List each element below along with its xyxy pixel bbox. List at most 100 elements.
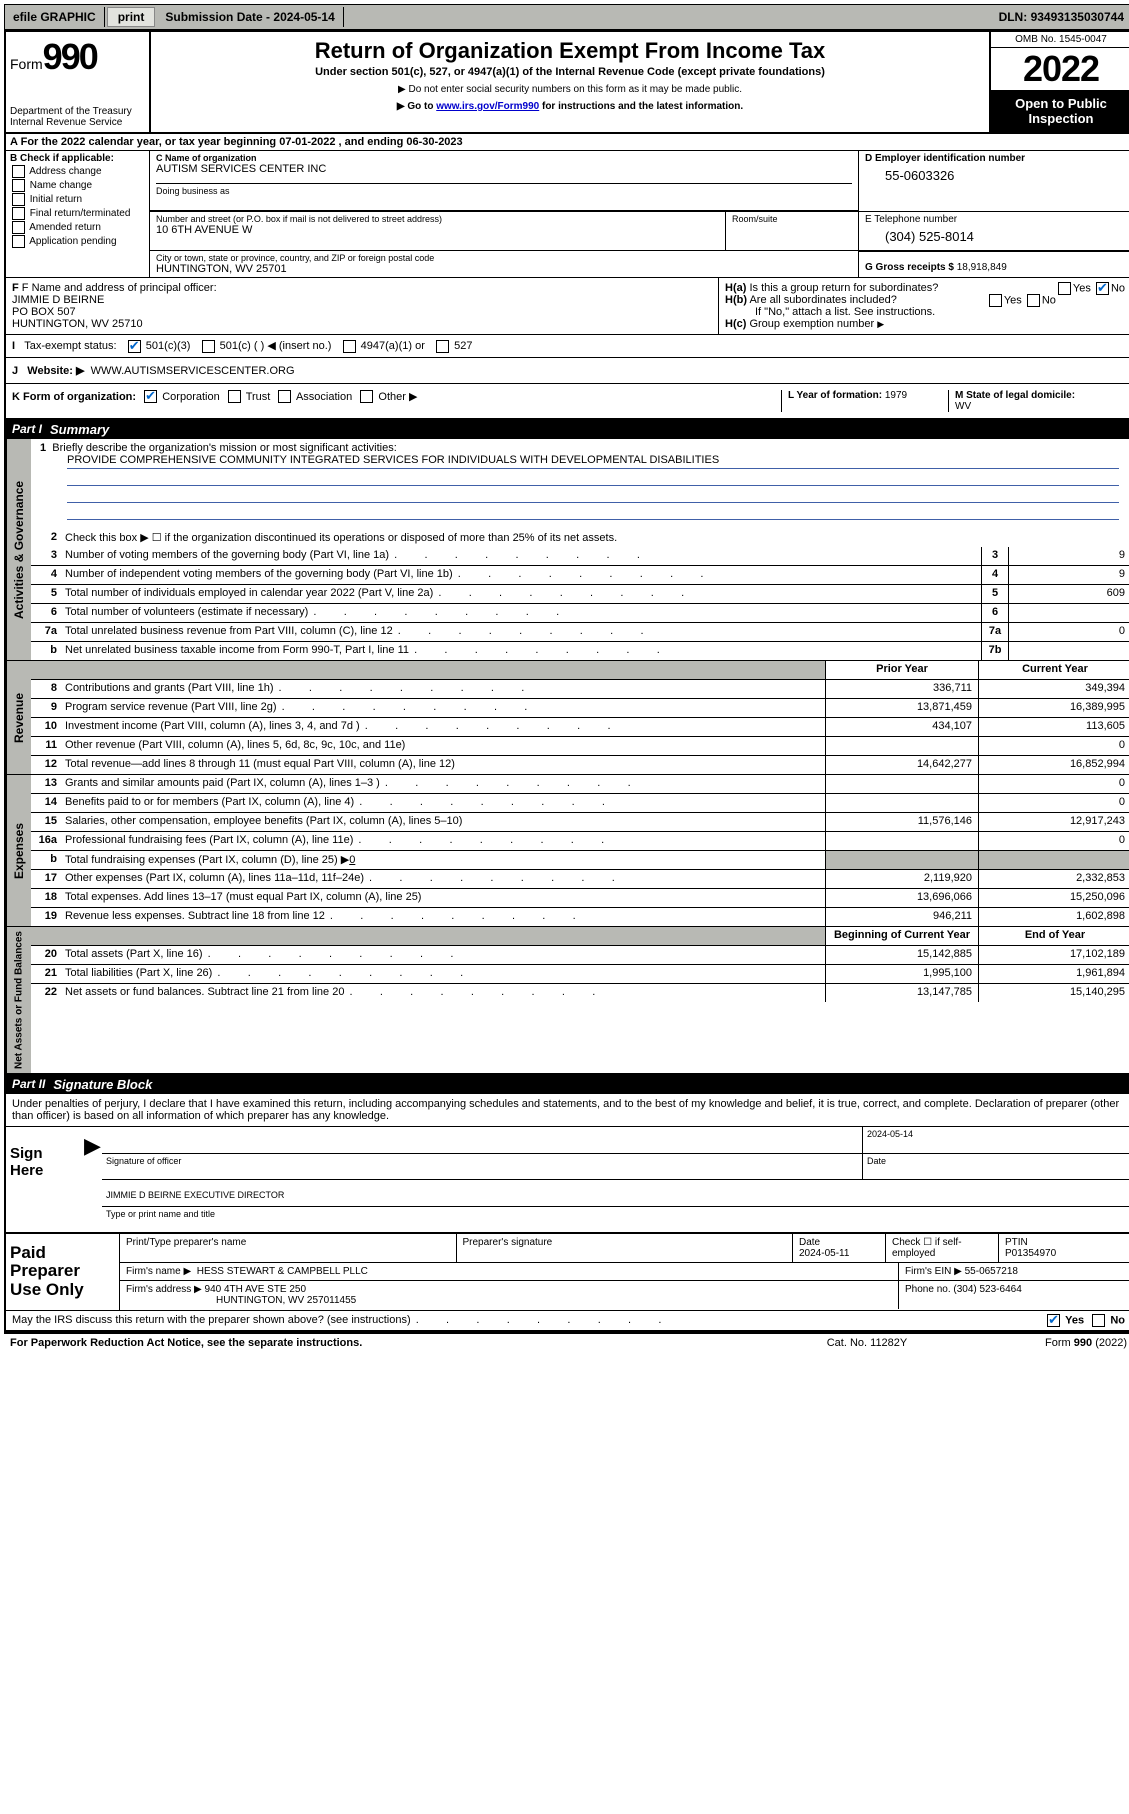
dln-label: DLN: bbox=[999, 10, 1031, 24]
col-beginning: Beginning of Current Year bbox=[825, 927, 978, 945]
line-7a: Total unrelated business revenue from Pa… bbox=[61, 623, 981, 641]
website-label: Website: ▶ bbox=[27, 365, 84, 377]
firm-phone-row: Phone no. (304) 523-6464 bbox=[899, 1281, 1129, 1309]
dept-irs: Internal Revenue Service bbox=[10, 117, 145, 128]
print-button[interactable]: print bbox=[107, 7, 156, 27]
goto-suffix: for instructions and the latest informat… bbox=[539, 101, 743, 112]
ssn-warning: ▶ Do not enter social security numbers o… bbox=[157, 84, 983, 95]
perjury-declaration: Under penalties of perjury, I declare th… bbox=[6, 1094, 1129, 1127]
type-name-label: Type or print name and title bbox=[102, 1206, 1129, 1232]
line-15: Salaries, other compensation, employee b… bbox=[61, 813, 825, 831]
ha-no[interactable] bbox=[1096, 282, 1109, 295]
instructions-link[interactable]: www.irs.gov/Form990 bbox=[436, 101, 539, 112]
form-container: Form990 Department of the Treasury Inter… bbox=[4, 30, 1129, 1334]
prep-self-employed[interactable]: Check ☐ if self-employed bbox=[886, 1234, 999, 1262]
box-e: E Telephone number (304) 525-8014 bbox=[858, 212, 1129, 250]
line-14: Benefits paid to or for members (Part IX… bbox=[61, 794, 825, 812]
cur-21: 1,961,894 bbox=[978, 965, 1129, 983]
chk-initial-return[interactable]: Initial return bbox=[10, 193, 145, 206]
box-b-header: B Check if applicable: bbox=[10, 153, 145, 164]
chk-4947[interactable] bbox=[343, 340, 356, 353]
discuss-yes[interactable] bbox=[1047, 1314, 1060, 1327]
year-formation-label: L Year of formation: bbox=[788, 390, 885, 401]
domicile-value: WV bbox=[955, 401, 971, 412]
block-revenue: Revenue Prior YearCurrent Year 8Contribu… bbox=[6, 661, 1129, 775]
ein-label: D Employer identification number bbox=[865, 153, 1125, 164]
side-revenue: Revenue bbox=[6, 661, 31, 774]
hb-no[interactable] bbox=[1027, 294, 1040, 307]
line-16b: Total fundraising expenses (Part IX, col… bbox=[61, 851, 825, 869]
prep-sig-label: Preparer's signature bbox=[457, 1234, 794, 1262]
chk-501c[interactable] bbox=[202, 340, 215, 353]
line-21: Total liabilities (Part X, line 26) bbox=[61, 965, 825, 983]
line-9: Program service revenue (Part VIII, line… bbox=[61, 699, 825, 717]
chk-final-return[interactable]: Final return/terminated bbox=[10, 207, 145, 220]
ein-value: 55-0603326 bbox=[865, 164, 1125, 187]
firm-addr2: HUNTINGTON, WV 257011455 bbox=[126, 1295, 892, 1306]
chk-amended-return[interactable]: Amended return bbox=[10, 221, 145, 234]
submission-date-label: Submission Date - bbox=[165, 10, 273, 24]
line-10: Investment income (Part VIII, column (A)… bbox=[61, 718, 825, 736]
city-label: City or town, state or province, country… bbox=[156, 253, 852, 263]
form-word: Form bbox=[10, 56, 43, 72]
prior-8: 336,711 bbox=[825, 680, 978, 698]
block-governance: Activities & Governance 1 Briefly descri… bbox=[6, 439, 1129, 661]
firm-phone: (304) 523-6464 bbox=[953, 1284, 1021, 1295]
gross-receipts-value: 18,918,849 bbox=[957, 262, 1007, 273]
top-bar: efile GRAPHIC print Submission Date - 20… bbox=[4, 4, 1129, 30]
prep-ptin: PTINP01354970 bbox=[999, 1234, 1129, 1262]
line-16a: Professional fundraising fees (Part IX, … bbox=[61, 832, 825, 850]
chk-trust[interactable] bbox=[228, 390, 241, 403]
chk-name-change[interactable]: Name change bbox=[10, 179, 145, 192]
form-footer: Form 990 (2022) bbox=[967, 1337, 1127, 1349]
line-a-tax-year: A For the 2022 calendar year, or tax yea… bbox=[6, 134, 1129, 151]
cur-11: 0 bbox=[978, 737, 1129, 755]
tax-year-begin: 07-01-2022 bbox=[279, 136, 335, 148]
header-center: Return of Organization Exempt From Incom… bbox=[151, 32, 989, 132]
chk-527[interactable] bbox=[436, 340, 449, 353]
goto-prefix: ▶ Go to bbox=[397, 101, 436, 112]
prep-name-label: Print/Type preparer's name bbox=[120, 1234, 457, 1262]
line-3: Number of voting members of the governin… bbox=[61, 547, 981, 565]
website-value: WWW.AUTISMSERVICESCENTER.ORG bbox=[91, 365, 295, 377]
dept-treasury: Department of the Treasury bbox=[10, 106, 145, 117]
prior-20: 15,142,885 bbox=[825, 946, 978, 964]
side-expenses: Expenses bbox=[6, 775, 31, 926]
cur-18: 15,250,096 bbox=[978, 889, 1129, 907]
cur-10: 113,605 bbox=[978, 718, 1129, 736]
irs-discuss-line: May the IRS discuss this return with the… bbox=[6, 1311, 1129, 1332]
line-19: Revenue less expenses. Subtract line 18 … bbox=[61, 908, 825, 926]
org-name-label: C Name of organization bbox=[156, 153, 852, 163]
paid-preparer-block: Paid Preparer Use Only Print/Type prepar… bbox=[6, 1234, 1129, 1311]
chk-other[interactable] bbox=[360, 390, 373, 403]
chk-corporation[interactable] bbox=[144, 390, 157, 403]
prior-22: 13,147,785 bbox=[825, 984, 978, 1002]
line-20: Total assets (Part X, line 16) bbox=[61, 946, 825, 964]
sign-here-block: Sign Here ▶ 2024-05-14 Signature of offi… bbox=[6, 1127, 1129, 1234]
domicile-label: M State of legal domicile: bbox=[955, 390, 1075, 401]
chk-association[interactable] bbox=[278, 390, 291, 403]
hb-note: If "No," attach a list. See instructions… bbox=[725, 306, 1125, 318]
org-name: AUTISM SERVICES CENTER INC bbox=[156, 163, 852, 175]
form-org-label: K Form of organization: bbox=[12, 391, 136, 403]
submission-date: Submission Date - 2024-05-14 bbox=[157, 7, 343, 27]
box-c: C Name of organization AUTISM SERVICES C… bbox=[150, 151, 1129, 277]
chk-address-change[interactable]: Address change bbox=[10, 165, 145, 178]
chk-501c3[interactable] bbox=[128, 340, 141, 353]
line-7b: Net unrelated business taxable income fr… bbox=[61, 642, 981, 660]
cur-12: 16,852,994 bbox=[978, 756, 1129, 774]
chk-application-pending[interactable]: Application pending bbox=[10, 235, 145, 248]
discuss-no[interactable] bbox=[1092, 1314, 1105, 1327]
mission-text: PROVIDE COMPREHENSIVE COMMUNITY INTEGRAT… bbox=[67, 454, 719, 466]
line-a-mid: , and ending bbox=[339, 136, 407, 148]
line-m: M State of legal domicile: WV bbox=[948, 390, 1125, 412]
footer: For Paperwork Reduction Act Notice, see … bbox=[4, 1334, 1129, 1352]
hb-yes[interactable] bbox=[989, 294, 1002, 307]
form-number: Form990 bbox=[10, 36, 145, 78]
suite-label: Room/suite bbox=[732, 214, 852, 224]
tax-year: 2022 bbox=[991, 48, 1129, 90]
ha-yes[interactable] bbox=[1058, 282, 1071, 295]
efile-label: efile GRAPHIC bbox=[5, 7, 105, 27]
sign-arrow-icon: ▶ bbox=[84, 1127, 102, 1232]
firm-name: HESS STEWART & CAMPBELL PLLC bbox=[197, 1266, 368, 1277]
